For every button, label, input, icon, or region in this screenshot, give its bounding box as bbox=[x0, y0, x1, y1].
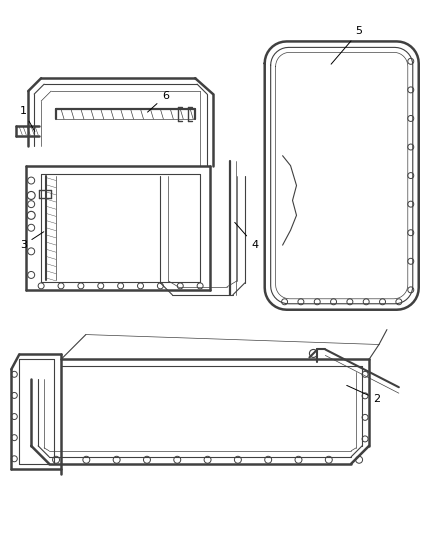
Text: 6: 6 bbox=[148, 91, 169, 112]
Text: 4: 4 bbox=[235, 222, 258, 250]
Text: 5: 5 bbox=[331, 27, 363, 64]
Text: 1: 1 bbox=[20, 106, 35, 132]
Text: 3: 3 bbox=[20, 232, 44, 250]
Text: 2: 2 bbox=[347, 385, 381, 404]
